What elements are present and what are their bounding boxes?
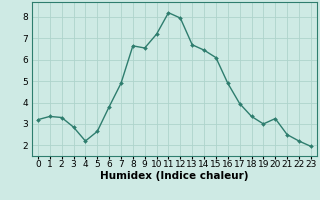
X-axis label: Humidex (Indice chaleur): Humidex (Indice chaleur) (100, 171, 249, 181)
